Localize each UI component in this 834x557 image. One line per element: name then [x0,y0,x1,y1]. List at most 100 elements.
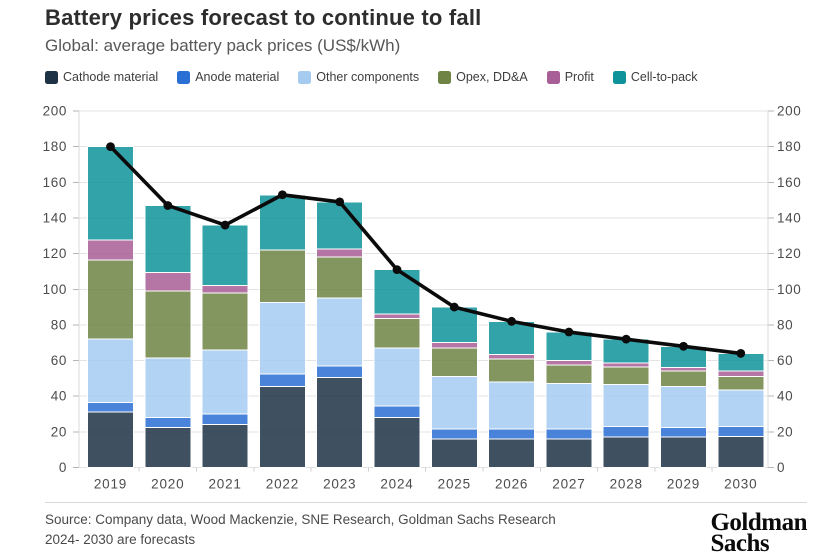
line-point [220,220,230,230]
bar-segment [717,389,765,428]
y-axis-label-left: 140 [43,210,67,225]
y-axis-label-right: 60 [777,353,793,368]
logo-line-2: Sachs [710,530,770,557]
bar-segment [717,376,765,391]
bar-segment [316,376,364,469]
legend-item-3: Other components [298,70,419,84]
bar-segment [430,428,478,440]
y-axis-label-left: 0 [59,460,67,475]
y-axis-label-left: 180 [43,139,67,154]
bar-segment [144,417,192,428]
bar-segment [488,353,536,360]
bar-segment [144,426,192,468]
bar-segment [258,249,306,304]
x-axis-label: 2021 [208,477,241,492]
bar-segment [87,259,134,340]
y-axis-label-left: 120 [43,246,67,261]
bar-segment [660,367,707,372]
bar-segment [660,385,707,428]
legend-item-1: Cathode material [45,70,158,84]
bar-segment [373,417,421,468]
legend-swatch-icon [177,70,191,84]
y-axis-label-right: 120 [777,246,801,261]
bar-segment [316,248,364,258]
legend-swatch-icon [298,70,312,84]
bar-segment [258,385,306,468]
bar-segment [602,384,650,428]
bar-segment [430,342,478,349]
bar-segment [660,426,707,438]
bar-segment [430,438,478,469]
y-axis-label-right: 180 [777,139,801,154]
bar-segment [87,239,134,261]
bar-segment [373,405,421,419]
bar-segment [430,376,478,430]
y-axis-label-right: 20 [777,424,793,439]
bar-segment [316,256,364,299]
bar-segment [717,370,765,378]
y-axis-label-right: 0 [777,460,785,475]
bar-segment [201,424,249,468]
bar-segment [87,411,134,468]
bar-segment [488,428,536,440]
bar-segment [87,401,134,413]
bar-segment [373,347,421,407]
bar-segment [545,383,593,430]
y-axis-label-left: 100 [43,282,67,297]
x-axis-label: 2029 [667,477,700,492]
goldman-sachs-logo: Goldman Sachs [710,510,807,557]
bar-segment [144,290,192,359]
bar-segment [545,364,593,385]
x-axis-label: 2023 [323,477,356,492]
bar-segment [717,435,765,468]
chart-footer: Source: Company data, Wood Mackenzie, SN… [45,502,807,557]
x-axis-label: 2026 [495,477,528,492]
bar-segment [144,204,192,273]
line-point [163,201,173,210]
total-price-line [108,144,743,356]
legend-swatch-icon [438,70,452,84]
y-axis-label-right: 200 [777,104,801,119]
bar-segment [660,436,707,469]
bar-segment [201,413,249,426]
y-axis-label-right: 80 [777,317,793,332]
bar-segment [373,318,421,349]
bar-segment [201,285,249,294]
bar-segment [545,428,593,440]
bar-segment [660,370,707,387]
x-axis-label: 2020 [151,477,184,492]
x-axis-label: 2019 [94,477,127,492]
line-point [564,327,574,337]
bar-segment [602,362,650,368]
legend-label: Other components [316,70,420,84]
legend-item-4: Opex, DD&A [438,70,528,84]
bar-segment [373,313,421,320]
bar-segment [316,297,364,367]
chart-subtitle: Global: average battery pack prices (US$… [45,36,401,55]
bar-segment [201,224,249,287]
legend-item-5: Profit [546,70,594,84]
legend-swatch-icon [45,70,58,84]
x-axis-label: 2028 [610,477,643,492]
bar-segment [545,360,593,366]
bar-segment [602,366,650,386]
x-axis-label: 2025 [438,477,471,492]
line-point [679,341,688,351]
bar-segment [258,302,306,375]
x-axis-label: 2022 [266,477,299,492]
line-point [106,142,115,152]
source-line-1: Source: Company data, Wood Mackenzie, SN… [45,512,556,527]
legend-item-6: Cell-to-pack [612,70,698,84]
legend-label: Cell-to-pack [630,70,698,84]
legend-label: Anode material [195,70,280,84]
y-axis-label-left: 20 [51,424,67,439]
y-axis-label-right: 140 [777,210,801,225]
y-axis-label-right: 40 [777,389,793,404]
bar-segment [545,438,593,469]
x-axis-label: 2027 [552,477,585,492]
bar-segment [545,331,593,362]
bar-segment [602,436,650,469]
x-axis-label: 2024 [380,477,413,492]
bar-segment [316,365,364,378]
bar-segment [316,201,364,250]
